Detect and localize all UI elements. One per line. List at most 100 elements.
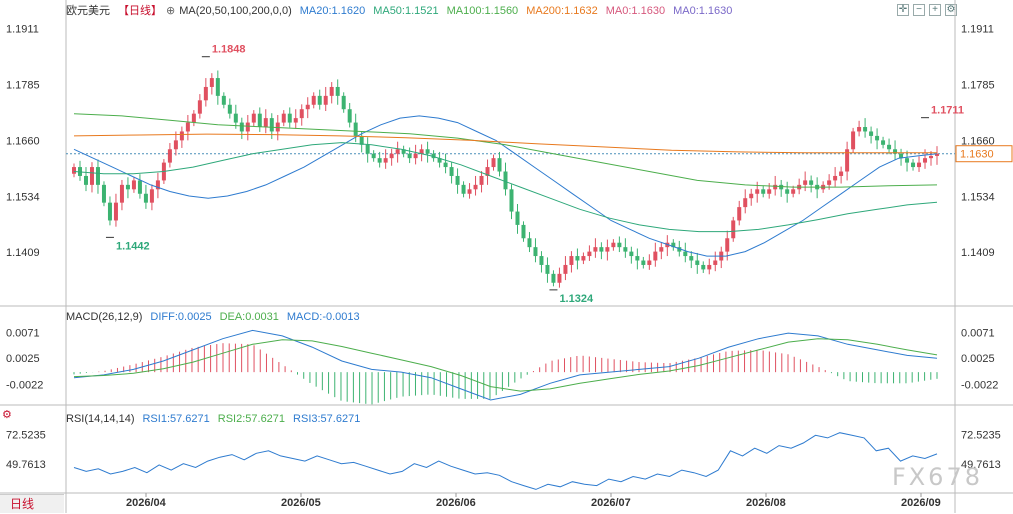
candle-body-25 <box>221 95 226 105</box>
candle-body-11 <box>137 180 142 194</box>
candle-body-79 <box>545 264 550 274</box>
candle-body-43 <box>329 86 334 96</box>
candle-body-48 <box>359 135 364 145</box>
candle-body-51 <box>377 158 382 163</box>
candle-body-105 <box>701 264 706 270</box>
candle-body-109 <box>725 238 730 252</box>
ma-title: MA(20,50,100,200,0,0) <box>179 5 292 17</box>
gear-icon[interactable]: ⚙ <box>2 409 12 421</box>
annotation-label-2: 1.1324 <box>559 293 594 305</box>
rsi-tick-left-1: 49.7613 <box>6 459 46 471</box>
candle-body-59 <box>425 149 430 154</box>
candle-body-141 <box>917 162 922 168</box>
candle-body-41 <box>317 95 322 105</box>
price-tick-right-1: 1.1785 <box>961 80 995 92</box>
rsi-value-0: RSI1:57.6271 <box>142 413 210 425</box>
macd-value-1: DEA:0.0031 <box>219 311 279 323</box>
candle-body-57 <box>413 153 418 159</box>
rsi-value-1: RSI2:57.6271 <box>217 413 286 425</box>
candle-body-90 <box>611 242 616 248</box>
candle-body-44 <box>335 86 340 96</box>
price-tick-right-0: 1.1911 <box>961 24 994 36</box>
candle-body-45 <box>341 95 346 110</box>
ma20-line <box>73 115 938 257</box>
candle-body-63 <box>449 167 454 176</box>
candle-body-82 <box>563 264 568 274</box>
search-icon[interactable]: ⊕ <box>166 5 176 17</box>
candle-body-143 <box>929 155 934 159</box>
price-tick-left-1: 1.1785 <box>6 80 40 92</box>
candle-body-89 <box>605 247 610 252</box>
ma200-line <box>73 133 937 154</box>
candle-body-46 <box>347 109 352 123</box>
candle-body-18 <box>179 131 184 141</box>
candle-body-110 <box>731 220 736 239</box>
move-icon[interactable]: ✛ <box>897 4 909 16</box>
candle-body-144 <box>935 153 940 156</box>
period-tab[interactable]: 日线 <box>0 494 64 513</box>
macd-title: MACD(26,12,9) <box>66 311 143 323</box>
ma-value-1: MA50:1.1521 <box>373 5 439 17</box>
candle-body-74 <box>515 211 520 225</box>
candle-body-138 <box>899 153 904 159</box>
candle-body-134 <box>875 135 880 141</box>
candle-body-107 <box>713 260 718 265</box>
candle-body-117 <box>773 184 778 190</box>
candle-body-115 <box>761 189 766 194</box>
settings-icon[interactable]: ⚙ <box>945 4 957 16</box>
candle-body-21 <box>197 100 202 114</box>
candle-body-128 <box>839 171 844 176</box>
price-tick-left-2: 1.1660 <box>6 135 40 147</box>
symbol-label: 欧元美元 <box>66 5 110 17</box>
candle-body-81 <box>557 273 562 283</box>
candle-body-0 <box>72 167 76 174</box>
annotation-label-3: 1.1711 <box>931 105 964 117</box>
candle-body-69 <box>485 167 490 176</box>
plus-icon[interactable]: + <box>929 4 941 16</box>
rsi-tick-right-1: 49.7613 <box>961 459 1001 471</box>
candle-body-47 <box>353 122 358 136</box>
candle-body-60 <box>431 153 436 159</box>
macd-tick-right-2: -0.0022 <box>961 379 998 391</box>
candle-body-9 <box>125 184 130 190</box>
candle-body-8 <box>119 184 124 203</box>
candle-body-94 <box>635 256 640 261</box>
candle-body-76 <box>527 238 532 248</box>
macd-value-2: MACD:-0.0013 <box>286 311 360 323</box>
last-price-tag <box>955 145 1013 163</box>
minus-icon[interactable]: − <box>913 4 925 16</box>
main-legend: 欧元美元 【日线】 ⊕ MA(20,50,100,200,0,0) MA20:1.162… <box>66 3 748 19</box>
candle-body-85 <box>581 256 586 261</box>
candle-body-135 <box>881 140 886 145</box>
candle-body-61 <box>437 158 442 163</box>
candle-body-4 <box>95 167 100 185</box>
candle-body-129 <box>845 149 850 172</box>
date-label-3: 2026/07 <box>591 497 631 509</box>
date-label-5: 2026/09 <box>901 497 941 509</box>
candle-body-66 <box>467 189 472 194</box>
ma-value-4: MA0:1.1630 <box>605 5 666 17</box>
macd-value-0: DIFF:0.0025 <box>150 311 212 323</box>
candle-body-23 <box>209 78 214 87</box>
candle-body-93 <box>629 251 634 257</box>
candle-body-2 <box>83 175 88 185</box>
candle-body-67 <box>473 184 478 190</box>
candle-body-38 <box>299 109 304 119</box>
candle-body-78 <box>539 256 544 265</box>
candle-body-92 <box>623 247 628 252</box>
candle-body-140 <box>911 162 916 168</box>
candle-body-27 <box>233 113 238 123</box>
candle-body-53 <box>389 153 394 159</box>
candle-body-142 <box>923 158 928 163</box>
candle-body-42 <box>323 95 328 105</box>
candle-body-96 <box>647 260 652 265</box>
rsi-line <box>73 432 938 490</box>
annotation-label-0: 1.1848 <box>212 44 246 56</box>
candle-body-111 <box>737 207 742 221</box>
macd-diff-line <box>73 329 938 401</box>
candle-body-119 <box>785 189 790 194</box>
candle-body-36 <box>287 113 292 123</box>
candle-body-88 <box>599 247 604 252</box>
period-label[interactable]: 【日线】 <box>118 5 162 17</box>
